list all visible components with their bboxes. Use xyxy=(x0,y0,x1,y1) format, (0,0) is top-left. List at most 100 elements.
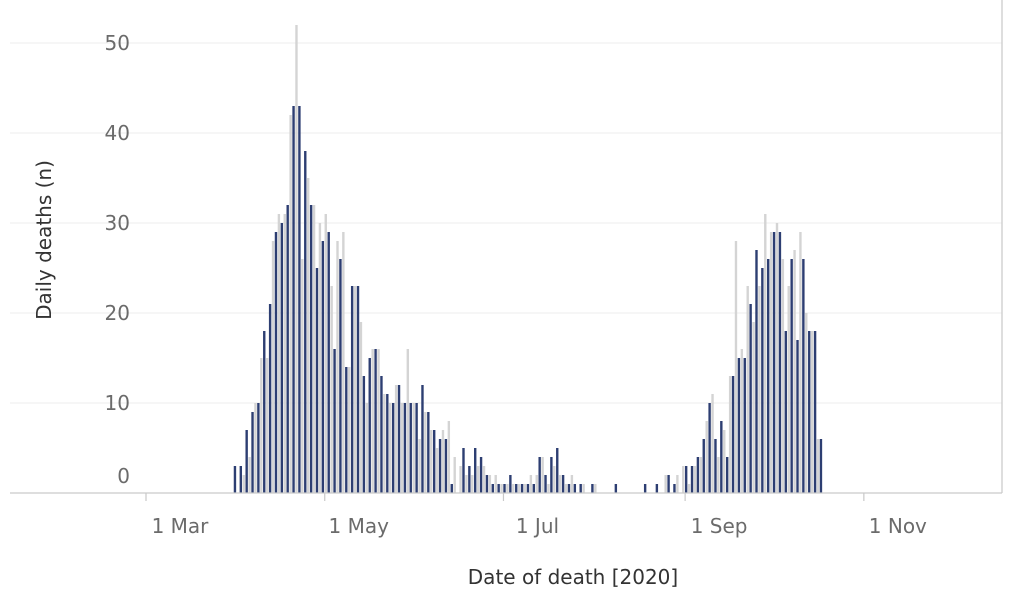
bar xyxy=(512,484,515,493)
bar xyxy=(702,439,705,493)
bar xyxy=(743,358,746,493)
bar xyxy=(816,439,820,493)
bar xyxy=(348,367,351,493)
bar xyxy=(567,484,571,493)
bar xyxy=(482,466,486,493)
bar xyxy=(239,466,243,493)
bar xyxy=(468,466,471,493)
bar xyxy=(386,394,389,493)
bar xyxy=(523,484,527,493)
x-tick-label: 1 May xyxy=(329,514,390,538)
x-tick-label: 1 Nov xyxy=(869,514,927,538)
bar xyxy=(307,178,310,493)
bar xyxy=(248,457,251,493)
y-axis-title: Daily deaths (n) xyxy=(32,160,56,320)
bar xyxy=(746,286,749,493)
bar xyxy=(397,385,401,493)
x-tick-labels: 1 Mar 1 May 1 Jul 1 Sep 1 Nov xyxy=(145,493,927,538)
bar xyxy=(327,232,330,493)
bar xyxy=(380,376,383,493)
bar xyxy=(570,475,574,493)
bar xyxy=(301,259,304,493)
bar xyxy=(573,484,577,493)
bar xyxy=(813,331,817,493)
bar xyxy=(342,232,345,493)
bar xyxy=(696,457,700,493)
bar xyxy=(802,259,805,493)
bar xyxy=(260,358,263,493)
bar xyxy=(479,457,483,493)
bar xyxy=(673,484,676,493)
x-tick-label: 1 Jul xyxy=(516,514,559,538)
bar xyxy=(298,106,301,493)
bar xyxy=(708,403,711,493)
bar xyxy=(400,403,404,493)
bar xyxy=(515,484,518,493)
bar xyxy=(643,484,647,493)
bar xyxy=(506,484,509,493)
bar xyxy=(245,430,248,493)
bar xyxy=(594,484,597,493)
bar xyxy=(365,403,368,493)
bar xyxy=(374,349,377,493)
y-tick-label: 30 xyxy=(105,211,130,235)
bar xyxy=(409,403,412,493)
bar xyxy=(491,484,494,493)
bar xyxy=(655,484,659,493)
bar xyxy=(761,268,764,493)
bar xyxy=(558,475,562,493)
bar xyxy=(438,439,442,493)
bar xyxy=(810,331,814,493)
bar xyxy=(377,349,380,493)
bar xyxy=(579,484,582,493)
y-tick-label: 0 xyxy=(117,464,130,488)
bar xyxy=(263,331,266,493)
bar xyxy=(415,403,418,493)
bar xyxy=(711,394,714,493)
x-axis-title: Date of death [2020] xyxy=(468,565,678,589)
bar xyxy=(295,25,298,493)
bar xyxy=(787,286,790,493)
bar xyxy=(368,358,371,493)
bar xyxy=(693,466,697,493)
bar xyxy=(772,232,776,493)
y-tick-label: 40 xyxy=(105,121,130,145)
bar xyxy=(309,205,313,493)
bar xyxy=(503,484,506,493)
bar xyxy=(690,466,694,493)
bar xyxy=(676,475,679,493)
bar xyxy=(723,430,726,493)
bar xyxy=(684,466,688,493)
bar xyxy=(350,286,354,493)
bar xyxy=(274,232,278,493)
gridlines xyxy=(10,0,1003,493)
y-tick-label: 20 xyxy=(105,301,130,325)
bar xyxy=(564,484,568,493)
bar xyxy=(500,484,503,493)
bar xyxy=(488,475,492,493)
bar xyxy=(359,322,363,493)
bar xyxy=(391,403,395,493)
bar xyxy=(459,466,462,493)
y-tick-labels: 0 10 20 30 40 50 xyxy=(105,31,130,488)
x-tick-label: 1 Sep xyxy=(691,514,748,538)
bar xyxy=(435,448,439,493)
bar xyxy=(271,241,275,493)
bar xyxy=(749,304,752,493)
bar xyxy=(345,367,348,493)
bar xyxy=(737,358,741,493)
bar xyxy=(790,259,793,493)
bar xyxy=(321,241,325,493)
bar xyxy=(471,475,474,493)
bar xyxy=(740,349,744,493)
bar xyxy=(254,403,257,493)
bar xyxy=(268,304,272,493)
bar xyxy=(778,232,782,493)
bar xyxy=(465,475,468,493)
bar xyxy=(318,223,322,493)
bars xyxy=(233,25,823,493)
bar xyxy=(509,475,512,493)
bar xyxy=(394,385,398,493)
bar xyxy=(444,439,448,493)
